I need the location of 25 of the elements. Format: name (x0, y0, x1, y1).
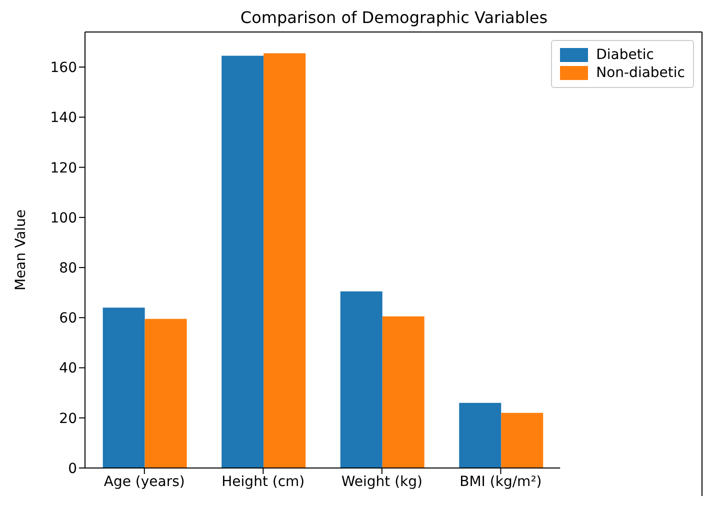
legend-label: Non-diabetic (596, 65, 685, 81)
y-tick-label: 160 (50, 60, 77, 76)
bar (382, 316, 424, 468)
bar (501, 412, 544, 468)
y-tick-label: 20 (59, 410, 77, 427)
bar (340, 291, 382, 468)
bar (459, 402, 502, 468)
chart-title: Comparison of Demographic Variables (239, 8, 549, 27)
bar (102, 308, 145, 468)
x-tick-label: Weight (kg) (341, 474, 423, 490)
y-tick-label: 60 (59, 310, 77, 327)
y-tick-label: 80 (59, 260, 77, 277)
bar (144, 318, 187, 468)
y-tick-label: 40 (59, 360, 77, 377)
y-tick-label: 100 (50, 210, 77, 226)
x-tick-label: BMI (kg/m²) (460, 474, 542, 490)
y-axis-title: Mean Value (12, 209, 29, 291)
x-tick-label: Age (years) (104, 474, 185, 490)
y-tick-label: 120 (50, 160, 77, 176)
y-tick-label: 140 (50, 110, 77, 126)
x-tick-label: Height (cm) (222, 474, 305, 490)
legend-label: Diabetic (596, 47, 654, 63)
bar (264, 53, 306, 468)
y-tick-label: 0 (68, 460, 77, 477)
bar (222, 56, 264, 468)
